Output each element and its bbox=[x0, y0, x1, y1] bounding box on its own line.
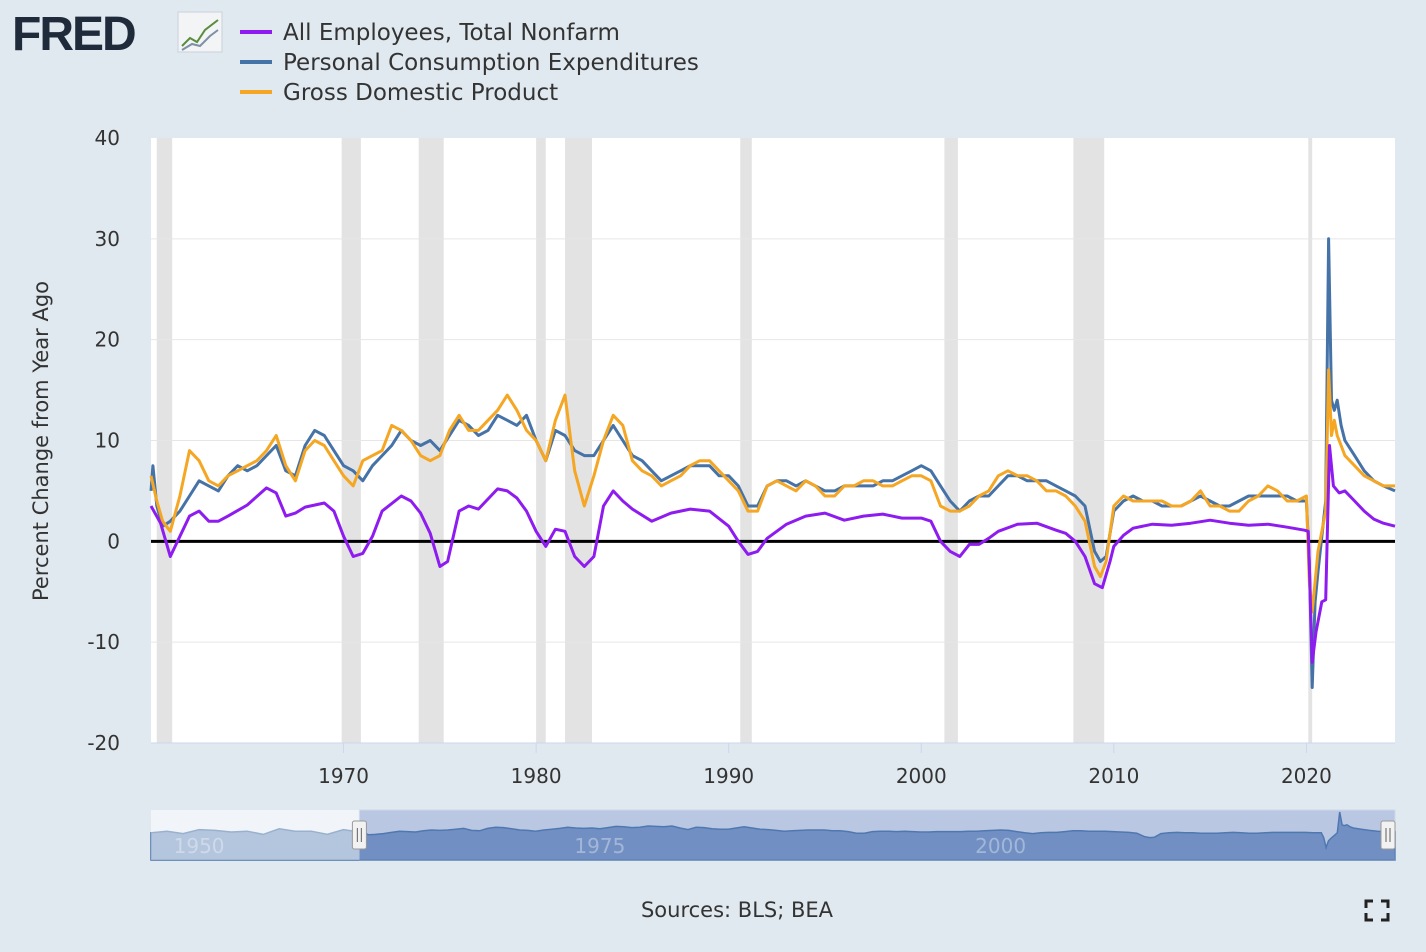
fullscreen-icon[interactable] bbox=[1364, 899, 1390, 922]
x-tick-label: 1970 bbox=[318, 764, 369, 788]
legend[interactable]: All Employees, Total Nonfarm Personal Co… bbox=[240, 20, 699, 106]
y-tick-label: -10 bbox=[87, 630, 120, 654]
series-line-employees bbox=[149, 444, 1396, 664]
y-tick-label: 40 bbox=[95, 126, 120, 150]
y-tick-label: 30 bbox=[95, 227, 120, 251]
x-tick-label: 1990 bbox=[703, 764, 754, 788]
x-tick-label: 2000 bbox=[896, 764, 947, 788]
series-line-gdp bbox=[149, 368, 1395, 614]
y-axis-title: Percent Change from Year Ago bbox=[29, 281, 53, 601]
legend-label-gdp: Gross Domestic Product bbox=[283, 80, 558, 106]
navigator-handle-right[interactable] bbox=[1380, 820, 1396, 850]
navigator-ticks: 1950 1975 2000 bbox=[174, 834, 1026, 858]
y-axis-ticks: -20 -10 0 10 20 30 40 bbox=[87, 126, 120, 755]
navigator-series bbox=[150, 811, 1396, 861]
x-tick-label: 2010 bbox=[1088, 764, 1139, 788]
legend-item-gdp[interactable]: Gross Domestic Product bbox=[240, 80, 558, 106]
navigator[interactable]: 1950 1975 2000 bbox=[150, 809, 1396, 861]
x-axis-ticks: 1970 1980 1990 2000 2010 2020 bbox=[151, 742, 1395, 788]
navigator-tick-label: 1950 bbox=[174, 834, 225, 858]
navigator-handle-left[interactable] bbox=[351, 820, 367, 850]
legend-label-employees: All Employees, Total Nonfarm bbox=[283, 20, 620, 46]
y-tick-label: 20 bbox=[95, 328, 120, 352]
fred-logo[interactable]: FRED bbox=[12, 8, 223, 61]
navigator-selected-range[interactable] bbox=[358, 809, 1396, 861]
fred-logo-chart-icon bbox=[177, 11, 223, 53]
navigator-tick-label: 2000 bbox=[975, 834, 1026, 858]
fred-logo-text: FRED bbox=[12, 8, 135, 61]
navigator-unselected-mask bbox=[151, 810, 360, 860]
source-label: Sources: BLS; BEA bbox=[641, 898, 834, 922]
y-tick-label: 0 bbox=[107, 529, 120, 553]
x-tick-label: 2020 bbox=[1281, 764, 1332, 788]
x-tick-label: 1980 bbox=[511, 764, 562, 788]
navigator-tick-label: 1975 bbox=[574, 834, 625, 858]
y-tick-label: -20 bbox=[87, 731, 120, 755]
legend-item-pce[interactable]: Personal Consumption Expenditures bbox=[240, 50, 699, 76]
series-lines bbox=[149, 237, 1396, 689]
legend-item-employees[interactable]: All Employees, Total Nonfarm bbox=[240, 20, 620, 46]
series-line-pce bbox=[149, 237, 1396, 689]
y-tick-label: 10 bbox=[95, 429, 120, 453]
legend-label-pce: Personal Consumption Expenditures bbox=[283, 50, 699, 76]
